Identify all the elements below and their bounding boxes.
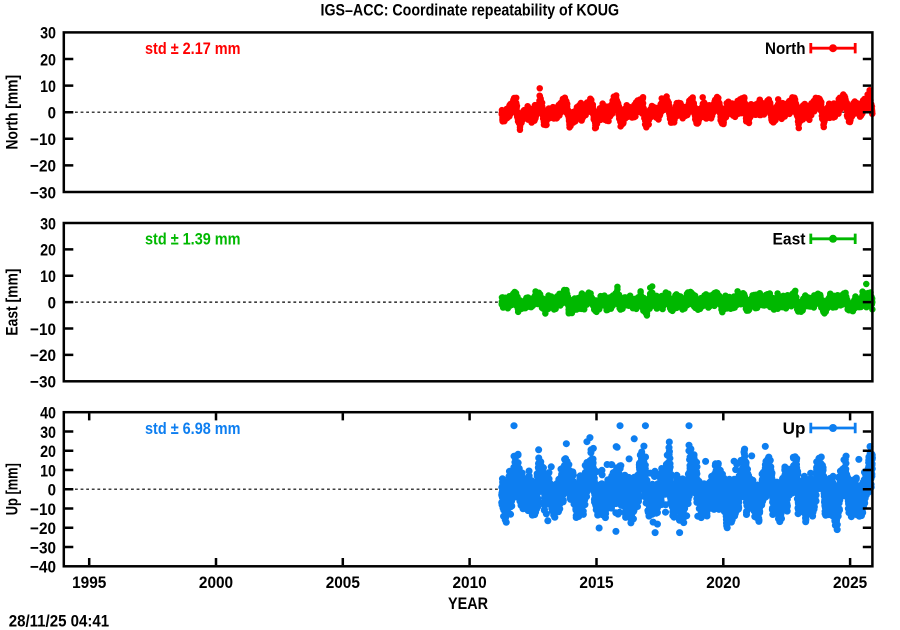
svg-text:std ± 6.98 mm: std ± 6.98 mm bbox=[145, 419, 241, 438]
svg-text:IGS–ACC: Coordinate repeatabil: IGS–ACC: Coordinate repeatability of KOU… bbox=[321, 1, 620, 20]
svg-text:YEAR: YEAR bbox=[448, 594, 488, 613]
svg-text:20: 20 bbox=[40, 442, 56, 461]
svg-text:−10: −10 bbox=[30, 320, 56, 339]
svg-text:40: 40 bbox=[40, 404, 56, 423]
svg-text:2005: 2005 bbox=[326, 573, 360, 592]
svg-text:std ± 2.17 mm: std ± 2.17 mm bbox=[145, 39, 241, 58]
svg-text:30: 30 bbox=[40, 214, 56, 233]
svg-text:North [mm]: North [mm] bbox=[3, 75, 22, 150]
svg-text:North: North bbox=[765, 39, 806, 58]
svg-text:2015: 2015 bbox=[579, 573, 613, 592]
svg-text:Up [mm]: Up [mm] bbox=[3, 463, 22, 515]
svg-text:2025: 2025 bbox=[833, 573, 867, 592]
svg-text:10: 10 bbox=[40, 267, 56, 286]
svg-text:−20: −20 bbox=[30, 346, 56, 365]
svg-text:10: 10 bbox=[40, 77, 56, 96]
svg-text:1995: 1995 bbox=[72, 573, 106, 592]
svg-text:−30: −30 bbox=[30, 183, 56, 202]
svg-text:0: 0 bbox=[48, 293, 56, 312]
svg-text:−30: −30 bbox=[30, 373, 56, 392]
svg-text:−10: −10 bbox=[30, 500, 56, 519]
svg-text:2010: 2010 bbox=[453, 573, 487, 592]
svg-text:−20: −20 bbox=[30, 519, 56, 538]
svg-text:−30: −30 bbox=[30, 538, 56, 557]
svg-text:30: 30 bbox=[40, 423, 56, 442]
svg-text:2000: 2000 bbox=[199, 573, 233, 592]
svg-text:10: 10 bbox=[40, 461, 56, 480]
svg-text:2020: 2020 bbox=[706, 573, 740, 592]
svg-text:30: 30 bbox=[40, 24, 56, 43]
svg-text:28/11/25 04:41: 28/11/25 04:41 bbox=[9, 612, 110, 630]
svg-text:20: 20 bbox=[40, 50, 56, 69]
svg-text:0: 0 bbox=[48, 481, 56, 500]
svg-text:East [mm]: East [mm] bbox=[3, 269, 22, 336]
svg-text:East: East bbox=[773, 230, 806, 249]
svg-text:−40: −40 bbox=[30, 558, 56, 577]
svg-text:−10: −10 bbox=[30, 130, 56, 149]
svg-text:0: 0 bbox=[48, 104, 56, 123]
svg-text:20: 20 bbox=[40, 241, 56, 260]
svg-text:std ± 1.39 mm: std ± 1.39 mm bbox=[145, 230, 241, 249]
svg-text:−20: −20 bbox=[30, 157, 56, 176]
svg-text:Up: Up bbox=[783, 419, 806, 438]
